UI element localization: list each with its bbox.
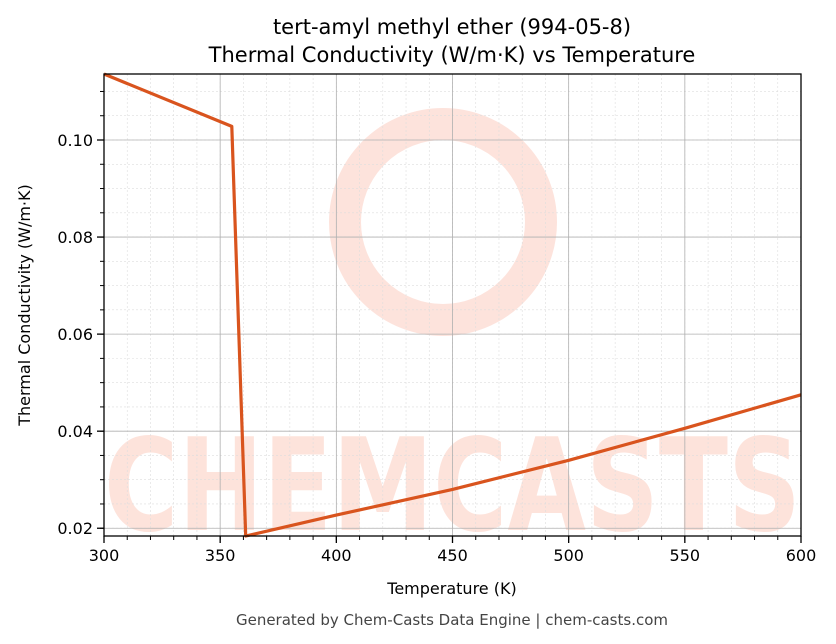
- x-tick-label: 300: [89, 546, 120, 565]
- y-tick-label: 0.04: [57, 422, 93, 441]
- series-line: [103, 72, 802, 538]
- chart-title: tert-amyl methyl ether (994-05-8): [273, 15, 631, 39]
- x-tick-label: 350: [205, 546, 236, 565]
- y-tick-label: 0.02: [57, 519, 93, 538]
- y-axis-label: Thermal Conductivity (W/m·K): [15, 184, 34, 427]
- plot-frame: [103, 73, 802, 537]
- watermark-logo-icon: [329, 108, 557, 336]
- x-tick-label: 550: [670, 546, 701, 565]
- y-tick-label: 0.10: [57, 131, 93, 150]
- x-tick-label: 500: [553, 546, 584, 565]
- x-tick-label: 400: [321, 546, 352, 565]
- y-tick-label: 0.06: [57, 325, 93, 344]
- y-tick-label: 0.08: [57, 228, 93, 247]
- x-tick-label: 600: [786, 546, 817, 565]
- x-tick-label: 450: [437, 546, 468, 565]
- chart-subtitle: Thermal Conductivity (W/m·K) vs Temperat…: [208, 43, 696, 67]
- x-axis-label: Temperature (K): [386, 579, 516, 598]
- axis-ticks: 300 350 400 450 500 550 600 0.02 0.04 0.06 0.08 0.1…: [57, 90, 817, 565]
- footer-credit: Generated by Chem-Casts Data Engine | ch…: [236, 611, 668, 629]
